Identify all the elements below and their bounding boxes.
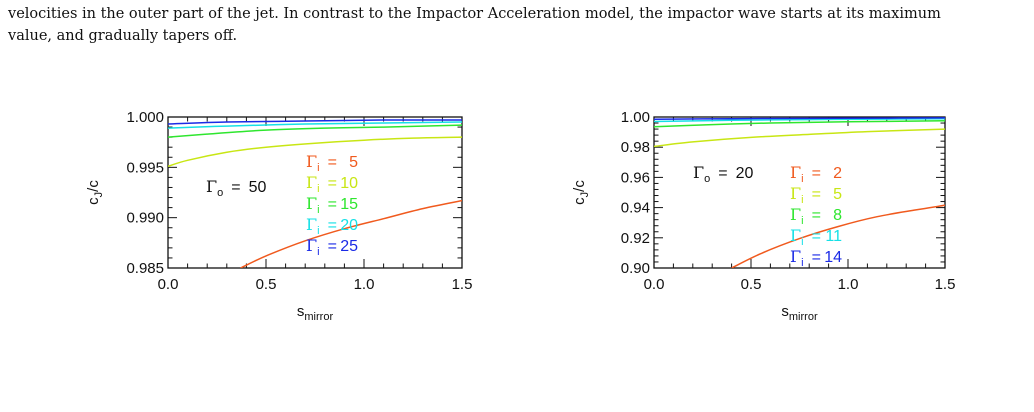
series-line-gamma-5 <box>240 199 462 268</box>
y-tick-label: 0.94 <box>621 200 650 217</box>
x-tick-label: 1.5 <box>935 276 956 293</box>
x-tick-label: 0.0 <box>158 276 179 293</box>
y-tick-label: 0.96 <box>621 169 650 186</box>
y-tick-label: 0.995 <box>126 159 164 176</box>
series-line-gamma-25 <box>168 119 462 125</box>
x-tick-label: 0.0 <box>644 276 665 293</box>
x-axis-label: smirror <box>297 303 334 323</box>
body-text-line: velocities in the outer part of the jet.… <box>8 6 941 22</box>
x-tick-label: 0.5 <box>741 276 762 293</box>
series-line-gamma-10 <box>168 136 462 168</box>
y-tick-label: 0.985 <box>126 260 164 277</box>
legend-entry: Γi = 8 <box>790 205 842 227</box>
y-tick-label: 1.000 <box>126 109 164 126</box>
series-line-gamma-5 <box>654 128 945 148</box>
plot-frame <box>167 116 463 269</box>
y-axis-label: cJ/c <box>571 180 591 205</box>
y-axis-label: cJ/c <box>85 180 105 205</box>
legend-entry: Γi = 2 <box>790 163 842 185</box>
y-tick-label: 0.90 <box>621 260 650 277</box>
y-tick-label: 0.990 <box>126 210 164 227</box>
series-line-gamma-14 <box>654 117 945 121</box>
plot-frame <box>653 116 946 269</box>
legend-entry: Γi = 15 <box>306 194 358 216</box>
x-tick-label: 0.5 <box>256 276 277 293</box>
legend-entry: Γi = 25 <box>306 236 358 258</box>
series-line-gamma-15 <box>168 124 462 138</box>
series-line-gamma-2 <box>731 204 945 268</box>
series-line-gamma-11 <box>654 118 945 123</box>
legend-entry: Γi = 11 <box>790 226 842 248</box>
outer-gamma-label: Γo = 20 <box>693 163 753 185</box>
chart-1: 0.0 0.5 1.0 1.5 0.985 0.990 0.995 1.000 smirror c… <box>85 109 472 323</box>
outer-gamma-label: Γo = 50 <box>206 177 266 199</box>
chart-2: 0.0 0.5 1.0 1.5 0.90 0.92 0.94 0.96 0.98 1.00 smir… <box>571 109 955 323</box>
series-group <box>654 117 945 268</box>
legend-entry: Γi = 5 <box>306 152 358 174</box>
legend-entry: Γi = 14 <box>790 247 842 269</box>
body-text: velocities in the outer part of the jet.… <box>8 3 1028 47</box>
body-text-line: value, and gradually tapers off. <box>8 28 238 44</box>
x-tick-label: 1.0 <box>354 276 375 293</box>
series-line-gamma-20 <box>168 121 462 129</box>
y-tick-label: 0.98 <box>621 139 650 156</box>
y-tick-label: 0.92 <box>621 230 650 247</box>
x-tick-label: 1.0 <box>838 276 859 293</box>
y-tick-label: 1.00 <box>621 109 650 126</box>
x-tick-label: 1.5 <box>452 276 473 293</box>
legend-entry: Γi = 20 <box>306 215 358 237</box>
series-group <box>168 119 462 268</box>
series-line-gamma-8 <box>654 120 945 128</box>
legend-entry: Γi = 5 <box>790 184 842 206</box>
legend-entry: Γi = 10 <box>306 173 358 195</box>
x-axis-label: smirror <box>781 303 818 323</box>
